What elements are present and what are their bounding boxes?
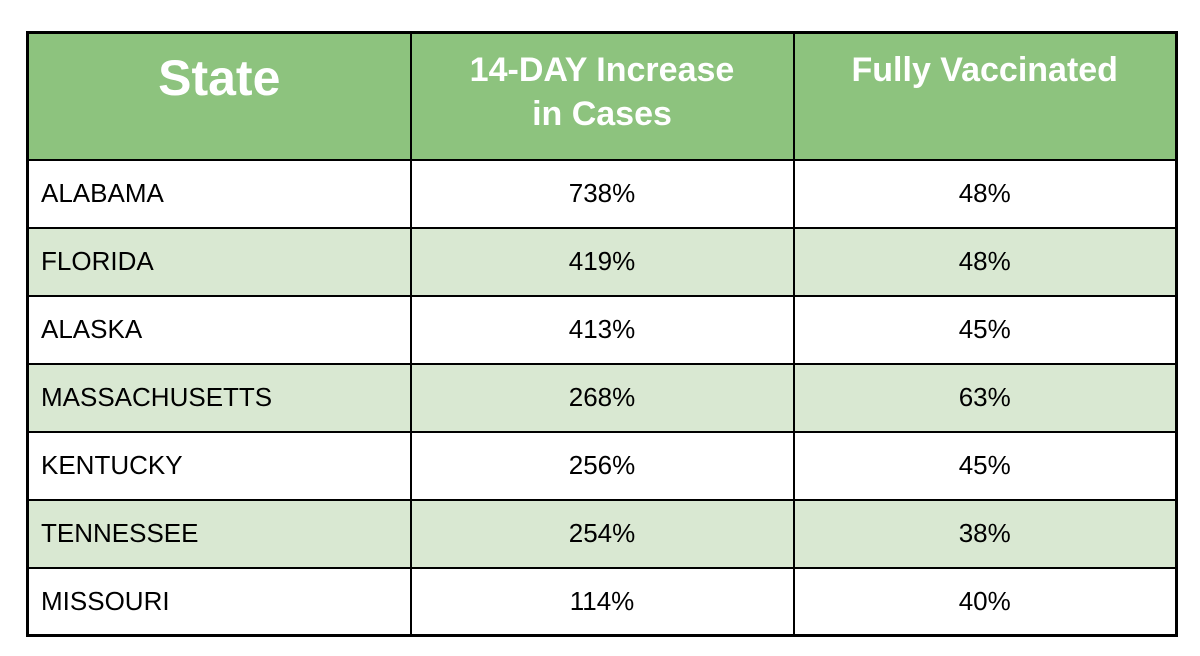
increase-cell: 738% xyxy=(409,158,795,229)
header-14-day-increase: 14-DAY Increase in Cases xyxy=(409,31,795,161)
vaccinated-cell: 48% xyxy=(792,226,1178,297)
vaccinated-cell: 40% xyxy=(792,566,1178,637)
increase-cell: 413% xyxy=(409,294,795,365)
state-cell: KENTUCKY xyxy=(26,430,412,501)
increase-cell: 419% xyxy=(409,226,795,297)
table-row: FLORIDA 419% 48% xyxy=(26,226,1178,297)
header-row: State 14-DAY Increase in Cases Fully Vac… xyxy=(26,31,1178,161)
table-row: KENTUCKY 256% 45% xyxy=(26,430,1178,501)
state-vaccination-table-container: State 14-DAY Increase in Cases Fully Vac… xyxy=(26,31,1178,637)
table-row: MISSOURI 114% 40% xyxy=(26,566,1178,637)
state-vaccination-table: State 14-DAY Increase in Cases Fully Vac… xyxy=(26,31,1178,637)
increase-cell: 114% xyxy=(409,566,795,637)
state-cell: MISSOURI xyxy=(26,566,412,637)
header-state: State xyxy=(26,31,412,161)
header-fully-vaccinated: Fully Vaccinated xyxy=(792,31,1178,161)
increase-cell: 256% xyxy=(409,430,795,501)
table-row: ALABAMA 738% 48% xyxy=(26,158,1178,229)
table-body: ALABAMA 738% 48% FLORIDA 419% 48% ALASKA 413% 45… xyxy=(26,158,1178,637)
state-cell: FLORIDA xyxy=(26,226,412,297)
vaccinated-cell: 45% xyxy=(792,294,1178,365)
state-cell: MASSACHUSETTS xyxy=(26,362,412,433)
vaccinated-cell: 48% xyxy=(792,158,1178,229)
table-row: MASSACHUSETTS 268% 63% xyxy=(26,362,1178,433)
vaccinated-cell: 45% xyxy=(792,430,1178,501)
table-row: TENNESSEE 254% 38% xyxy=(26,498,1178,569)
table-header: State 14-DAY Increase in Cases Fully Vac… xyxy=(26,31,1178,161)
increase-cell: 254% xyxy=(409,498,795,569)
vaccinated-cell: 63% xyxy=(792,362,1178,433)
state-cell: ALASKA xyxy=(26,294,412,365)
state-cell: TENNESSEE xyxy=(26,498,412,569)
state-cell: ALABAMA xyxy=(26,158,412,229)
vaccinated-cell: 38% xyxy=(792,498,1178,569)
table-row: ALASKA 413% 45% xyxy=(26,294,1178,365)
increase-cell: 268% xyxy=(409,362,795,433)
